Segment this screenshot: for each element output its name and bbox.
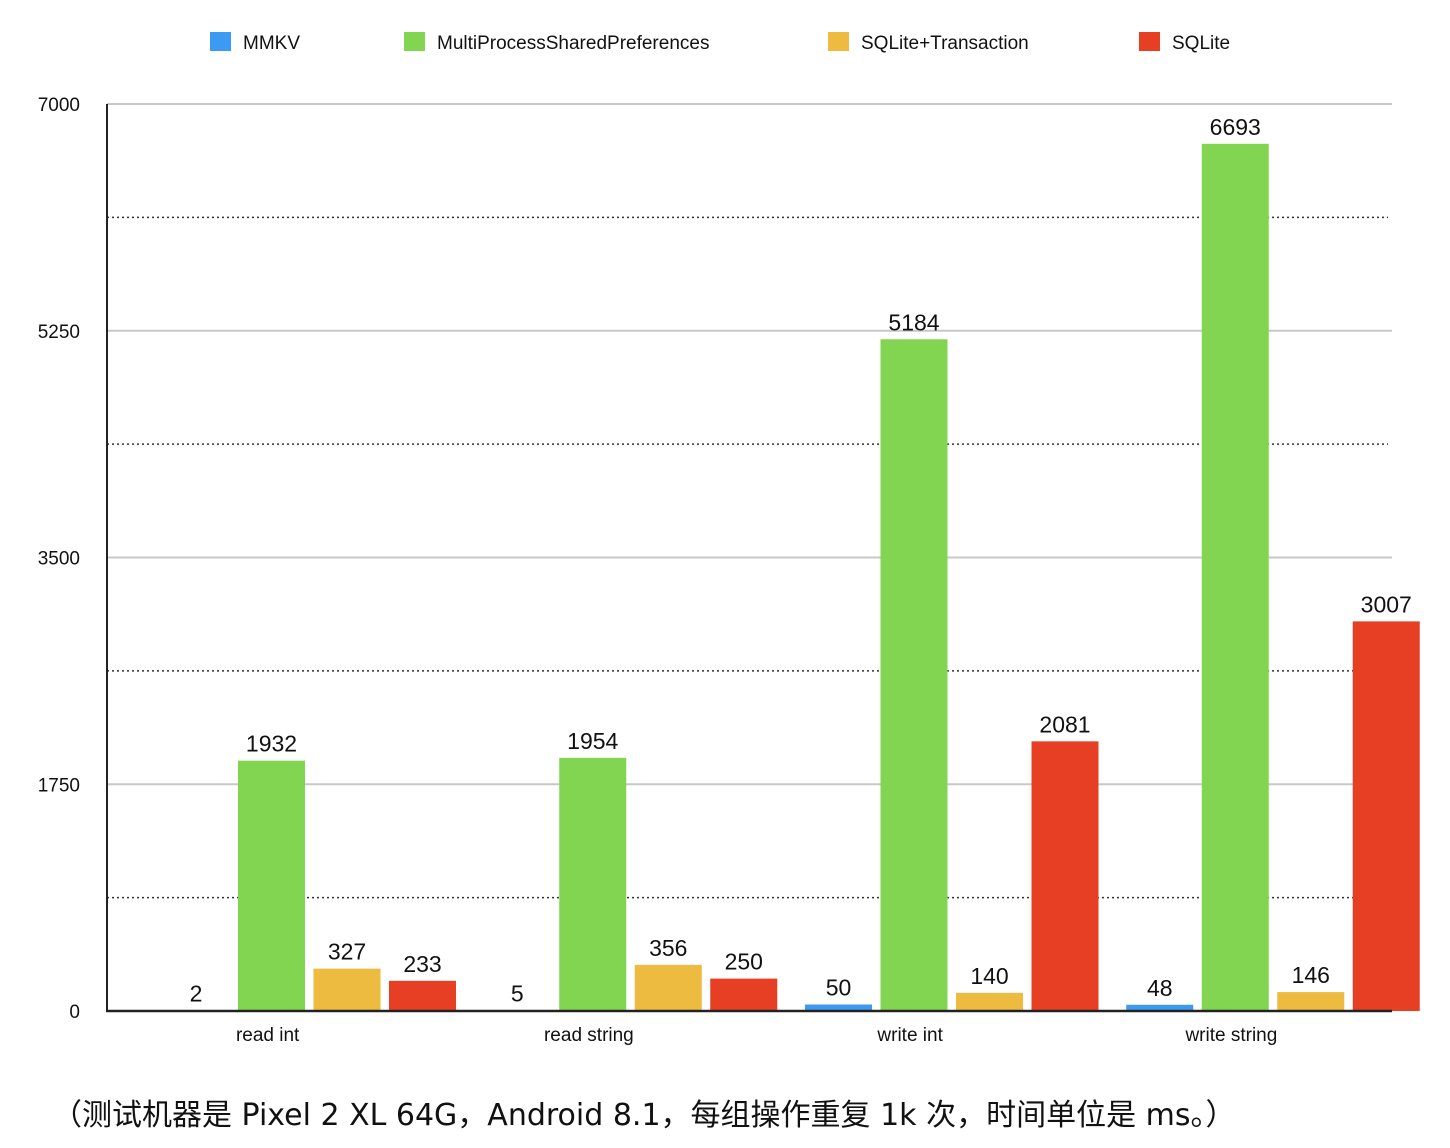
legend-label: MultiProcessSharedPreferences: [437, 33, 709, 54]
y-tick-label: 3500: [38, 549, 80, 570]
data-label: 2081: [1039, 711, 1090, 737]
data-label: 327: [328, 939, 366, 965]
x-axis: read int read string write int write string: [106, 104, 1392, 1046]
bars: 2 1932 327 233 5 1954 356 250 50 5184 140 2081 48 669…: [162, 114, 1420, 1011]
bar: [805, 1004, 872, 1011]
y-tick-label: 5250: [38, 322, 80, 343]
legend-swatch: [404, 32, 425, 51]
data-label: 5: [511, 980, 524, 1006]
legend-swatch: [210, 32, 231, 51]
legend-swatch: [828, 32, 849, 51]
y-tick-label: 0: [69, 1002, 80, 1023]
bar: [559, 757, 627, 1011]
x-tick-label: read int: [236, 1025, 300, 1046]
y-tick-label: 1750: [38, 775, 80, 796]
data-label: 6693: [1210, 114, 1261, 140]
chart-caption: （测试机器是 Pixel 2 XL 64G，Android 8.1，每组操作重复…: [52, 1098, 1236, 1133]
y-axis: 0 1750 3500 5250 7000: [38, 95, 80, 1023]
legend: MMKV MultiProcessSharedPreferences SQLite+…: [210, 32, 1230, 54]
data-label: 250: [725, 949, 763, 975]
legend-swatch: [1139, 32, 1160, 51]
bar: [1277, 992, 1345, 1011]
bar: [956, 992, 1023, 1011]
data-label: 50: [826, 975, 852, 1001]
bar: [389, 980, 456, 1011]
bar: [1352, 621, 1420, 1011]
y-tick-label: 7000: [38, 95, 80, 116]
data-label: 2: [190, 981, 203, 1007]
x-tick-label: write int: [876, 1025, 943, 1046]
data-label: 356: [649, 935, 687, 961]
data-label: 48: [1147, 975, 1173, 1001]
data-label: 1954: [567, 728, 618, 754]
legend-label: MMKV: [243, 33, 300, 54]
data-label: 3007: [1361, 591, 1412, 617]
x-tick-label: read string: [544, 1025, 634, 1046]
bar: [880, 339, 948, 1011]
bar: [710, 978, 778, 1011]
bar: [313, 968, 381, 1011]
data-label: 140: [970, 963, 1008, 989]
data-label: 1932: [246, 731, 297, 757]
bar: [1201, 143, 1269, 1011]
bar: [634, 964, 702, 1011]
x-tick-label: write string: [1184, 1025, 1277, 1046]
data-label: 5184: [888, 309, 939, 335]
grid-lines: [107, 103, 1392, 899]
legend-label: SQLite+Transaction: [861, 33, 1029, 54]
bar: [238, 760, 305, 1011]
data-label: 233: [403, 951, 441, 977]
data-label: 146: [1292, 962, 1330, 988]
bar: [1031, 741, 1099, 1011]
legend-label: SQLite: [1172, 33, 1230, 54]
bar: [1126, 1004, 1194, 1011]
bar-chart: MMKV MultiProcessSharedPreferences SQLite+…: [38, 32, 1420, 1046]
